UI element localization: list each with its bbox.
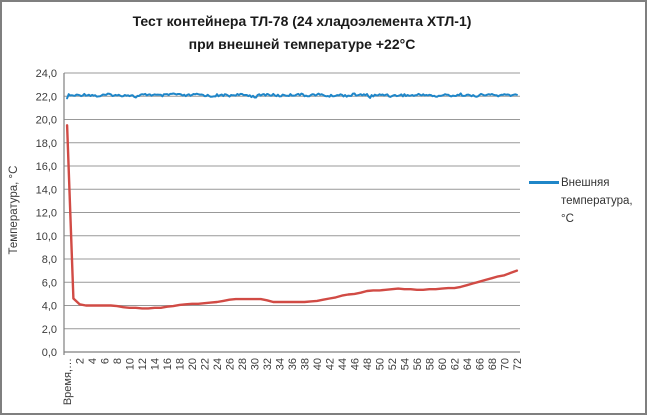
x-tick-label: 20 — [187, 358, 199, 370]
x-tick-label: 18 — [175, 358, 187, 370]
x-tick-label: 72 — [512, 358, 524, 370]
x-tick-label: 52 — [387, 358, 399, 370]
x-tick-label: 24 — [212, 358, 224, 370]
y-tick-label: 24,0 — [36, 68, 57, 80]
y-tick-label: 2,0 — [42, 324, 57, 336]
chart-title-line1: Тест контейнера ТЛ-78 (24 хладоэлемента … — [132, 13, 472, 29]
x-tick-label: 28 — [237, 358, 249, 370]
legend[interactable]: Внешняя температура, °С — [529, 174, 641, 228]
x-tick-label: 60 — [437, 358, 449, 370]
y-tick-label: 20,0 — [36, 115, 57, 127]
series-line-0 — [66, 92, 518, 100]
x-tick-label: 70 — [499, 358, 511, 370]
chart-title-line2: при внешней температуре +22°С — [188, 36, 416, 52]
x-tick-label: 10 — [125, 358, 137, 370]
x-tick-label: 66 — [474, 358, 486, 370]
y-tick-label: 6,0 — [42, 277, 57, 289]
x-tick-label: 32 — [262, 358, 274, 370]
y-tick-label: 16,0 — [36, 161, 57, 173]
legend-line-sample — [529, 181, 559, 184]
x-tick-label: 56 — [412, 358, 424, 370]
x-tick-label: 2 — [75, 358, 87, 364]
x-tick-label: 14 — [150, 358, 162, 370]
x-tick-label: 50 — [374, 358, 386, 370]
x-tick-label: Время,… — [62, 358, 74, 405]
x-tick-label: 58 — [424, 358, 436, 370]
y-tick-label: 10,0 — [36, 231, 57, 243]
series-line-1 — [65, 124, 519, 310]
y-tick-label: 0,0 — [42, 347, 57, 359]
chart-title: Тест контейнера ТЛ-78 (24 хладоэлемента … — [2, 10, 602, 56]
x-tick-label: 30 — [250, 358, 262, 370]
x-tick-label: 42 — [324, 358, 336, 370]
x-tick-label: 54 — [399, 358, 411, 370]
x-tick-label: 44 — [337, 358, 349, 370]
x-tick-label: 16 — [162, 358, 174, 370]
x-tick-label: 8 — [112, 358, 124, 364]
x-tick-label: 62 — [449, 358, 461, 370]
y-tick-label: 8,0 — [42, 254, 57, 266]
x-tick-label: 4 — [87, 358, 99, 364]
x-tick-label: 26 — [225, 358, 237, 370]
x-tick-label: 64 — [462, 358, 474, 370]
y-tick-label: 18,0 — [36, 138, 57, 150]
x-tick-label: 22 — [200, 358, 212, 370]
legend-label: Внешняя температура, °С — [561, 177, 633, 225]
x-tick-label: 40 — [312, 358, 324, 370]
x-tick-label: 48 — [362, 358, 374, 370]
x-tick-label: 36 — [287, 358, 299, 370]
x-tick-label: 12 — [137, 358, 149, 370]
x-tick-label: 68 — [487, 358, 499, 370]
y-tick-label: 12,0 — [36, 208, 57, 220]
x-tick-label: 38 — [299, 358, 311, 370]
y-tick-label: 22,0 — [36, 91, 57, 103]
y-tick-label: 4,0 — [42, 301, 57, 313]
x-tick-label: 34 — [275, 358, 287, 370]
x-tick-label: 6 — [100, 358, 112, 364]
y-tick-label: 14,0 — [36, 184, 57, 196]
x-tick-label: 46 — [349, 358, 361, 370]
